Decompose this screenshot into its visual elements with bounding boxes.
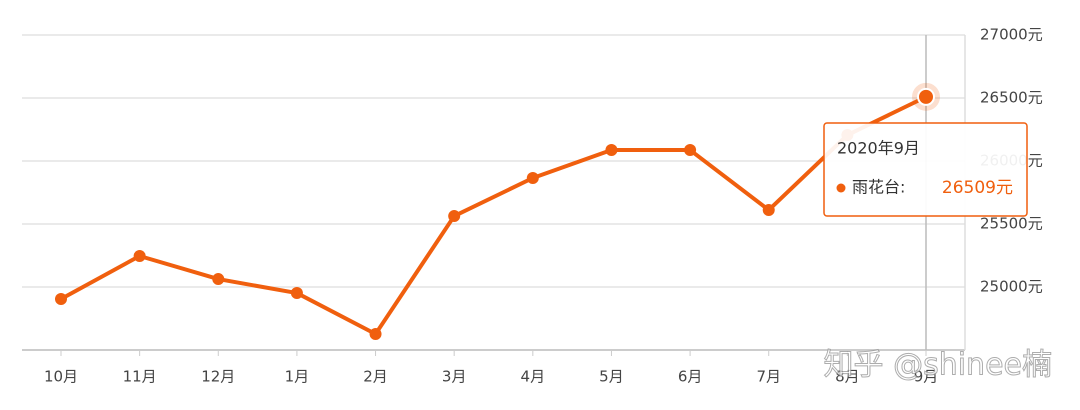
x-tick-label: 11月 — [123, 368, 157, 386]
tooltip-box — [823, 122, 1028, 217]
point — [917, 87, 935, 106]
point — [369, 327, 382, 340]
tooltip-marker — [836, 183, 846, 193]
point — [684, 144, 697, 157]
tooltip-label: 雨花台: — [852, 178, 905, 197]
point — [212, 273, 225, 286]
point — [526, 172, 539, 185]
x-tick-label: 12月 — [201, 368, 235, 386]
tooltip-title: 2020年9月 — [837, 139, 920, 158]
point — [605, 144, 618, 157]
x-tick-label: 3月 — [442, 368, 467, 386]
y-tick-label: 25000元 — [980, 278, 1043, 296]
point — [762, 204, 775, 217]
x-tick-label: 9月 — [914, 368, 939, 386]
x-tick-label: 2月 — [363, 368, 388, 386]
tooltip-value: 26509元 — [942, 178, 1013, 198]
point — [55, 292, 67, 305]
series-line — [60, 95, 927, 336]
y-tick-label: 26500元 — [980, 89, 1043, 107]
x-tick-label: 6月 — [678, 368, 703, 386]
y-tick-label: 27000元 — [980, 26, 1043, 44]
point — [448, 210, 461, 223]
x-tick-label: 8月 — [835, 368, 860, 386]
x-tick-label: 4月 — [521, 368, 546, 386]
point — [290, 287, 303, 300]
x-tick-label: 1月 — [285, 368, 310, 386]
point — [133, 250, 146, 263]
y-tick-label: 25500元 — [980, 215, 1043, 233]
x-tick-label: 7月 — [756, 368, 781, 386]
x-tick-label: 10月 — [44, 368, 78, 386]
watermark: 知乎 @shinee楠 — [824, 348, 1052, 383]
x-tick-label: 5月 — [599, 368, 624, 386]
